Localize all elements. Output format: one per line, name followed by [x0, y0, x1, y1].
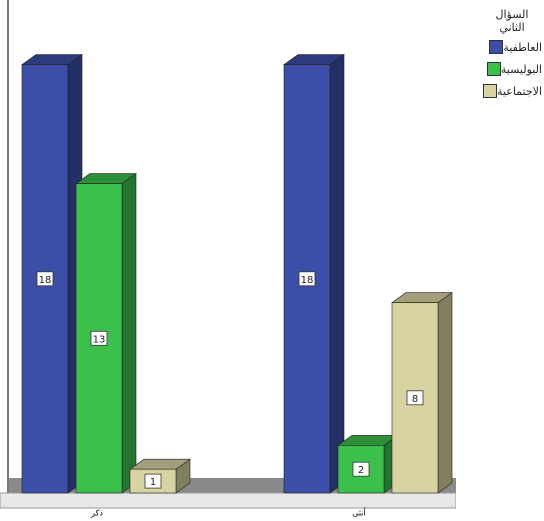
- legend-swatch: [489, 40, 504, 54]
- value-label: 8: [412, 394, 418, 405]
- bar-side: [329, 54, 345, 494]
- legend-swatch: [486, 62, 501, 76]
- value-label-box: [144, 473, 162, 489]
- value-label: 18: [301, 275, 314, 286]
- value-label: 1: [150, 477, 156, 488]
- value-label-box: [90, 330, 108, 346]
- x-tick-label: ذكر: [90, 509, 103, 518]
- legend-swatch: [483, 84, 498, 98]
- value-label: 18: [39, 275, 52, 286]
- bar-side: [121, 173, 137, 494]
- legend-item: العاطفية: [458, 40, 542, 54]
- legend: السؤال الثاني العاطفية البوليسية الاجتماعي…: [458, 8, 542, 106]
- value-label-box: [298, 271, 316, 287]
- legend-item: البوليسية: [458, 62, 542, 76]
- chart: 18 13 1 ذكر 18 2 8 أنثى: [0, 0, 470, 518]
- value-label: 2: [358, 465, 364, 476]
- x-tick-label: أنثى: [352, 508, 366, 518]
- legend-label: الاجتماعية: [497, 84, 542, 98]
- legend-title: السؤال الثاني: [495, 8, 529, 34]
- legend-label: العاطفية: [503, 40, 542, 54]
- legend-label: البوليسية: [500, 62, 542, 76]
- value-label-box: [36, 271, 54, 287]
- value-label-box: [352, 461, 370, 477]
- floor-front: [0, 492, 457, 509]
- bar-side: [437, 292, 453, 494]
- legend-item: الاجتماعية: [458, 84, 542, 98]
- value-label-box: [406, 390, 424, 406]
- value-label: 13: [93, 334, 106, 345]
